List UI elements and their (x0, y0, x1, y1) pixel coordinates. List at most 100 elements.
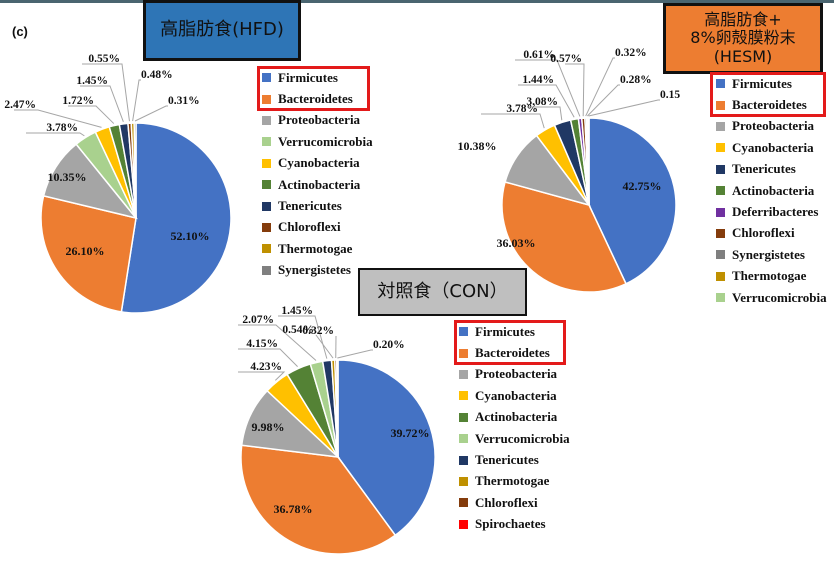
pie-slice-spirochaetes (336, 359, 339, 458)
leader-line (481, 113, 545, 129)
legend-item: Chloroflexi (716, 223, 827, 244)
pie-slice-bacteroidetes (240, 444, 397, 555)
data-label: 2.47% (4, 99, 36, 111)
top-bar (0, 0, 834, 3)
legend-swatch (716, 186, 725, 196)
legend-swatch (262, 137, 271, 147)
data-label: 0.31% (168, 95, 200, 107)
legend-swatch (459, 519, 468, 529)
data-label: 0.57% (550, 53, 582, 65)
legend-item: Chloroflexi (262, 217, 373, 238)
legend-label: Cyanobacteria (475, 387, 557, 403)
legend-label: Tenericutes (732, 161, 796, 177)
legend-item: Firmicutes (716, 73, 827, 94)
leader-line (518, 84, 575, 118)
legend-label: Thermotogae (732, 268, 807, 284)
legend-item: Bacteroidetes (262, 88, 373, 109)
leader-line (238, 324, 317, 361)
legend-item: Synergistetes (716, 244, 827, 265)
legend-swatch (716, 228, 725, 238)
legend-item: Proteobacteria (459, 364, 570, 385)
legend-swatch (459, 476, 468, 486)
legend-label: Chloroflexi (475, 494, 538, 510)
hesm-legend: Firmicutes Bacteroidetes Proteobacteria Cya… (716, 73, 827, 308)
data-label: 0.32% (302, 325, 334, 337)
pie-slice-firmicutes (337, 359, 436, 537)
legend-label: Bacteroidetes (278, 91, 353, 107)
pie-slice-bacteroidetes (501, 181, 627, 293)
legend-swatch (459, 455, 468, 465)
legend-swatch (716, 121, 725, 131)
legend-item: Actinobacteria (716, 180, 827, 201)
legend-swatch (459, 327, 468, 337)
hesm-title-box: 高脂肪食+ 8%卵殻膜粉末 (HESM) (663, 3, 823, 74)
data-label: 42.75% (623, 179, 662, 193)
legend-label: Proteobacteria (475, 366, 558, 382)
legend-label: Firmicutes (732, 75, 792, 91)
legend-swatch (716, 250, 725, 260)
legend-item: Bacteroidetes (459, 342, 570, 363)
legend-swatch (716, 100, 725, 110)
legend-swatch (716, 271, 725, 281)
legend-label: Bacteroidetes (475, 345, 550, 361)
leader-line (515, 59, 581, 117)
legend-swatch (262, 115, 271, 125)
data-label: 3.78% (46, 122, 78, 134)
legend-item: Verrucomicrobia (459, 428, 570, 449)
legend-item: Verrucomicrobia (262, 131, 373, 152)
legend-swatch (716, 164, 725, 174)
legend-swatch (716, 79, 725, 89)
leader-line (14, 109, 102, 128)
legend-label: Thermotogae (278, 240, 353, 256)
legend-item: Thermotogae (262, 238, 373, 259)
data-label: 2.07% (242, 314, 274, 326)
legend-label: Verrucomicrobia (278, 133, 373, 149)
leader-line (238, 371, 286, 381)
legend-label: Cyanobacteria (732, 139, 814, 155)
data-label: 36.78% (274, 502, 313, 516)
data-label: 0.20% (373, 339, 405, 351)
legend-swatch (459, 498, 468, 508)
pie-slice-bacteroidetes (40, 194, 137, 313)
leader-line (587, 84, 620, 117)
hfd-legend: Firmicutes Bacteroidetes Proteobacteria Ver… (262, 67, 373, 281)
data-label: 3.78% (506, 103, 538, 115)
data-label: 4.23% (250, 361, 282, 373)
leader-line (565, 63, 585, 117)
legend-item: Cyanobacteria (459, 385, 570, 406)
legend-swatch (262, 180, 271, 190)
hfd-title-box: 高脂肪食(HFD) (143, 0, 301, 61)
data-label: 0.32% (615, 47, 647, 59)
legend-swatch (262, 244, 271, 254)
data-label: 1.44% (522, 74, 554, 86)
legend-swatch (716, 207, 725, 217)
leader-line (80, 85, 124, 123)
legend-item: Spirochaetes (459, 514, 570, 535)
pie-slice-synergistetes (133, 122, 137, 219)
leader-line (337, 349, 373, 359)
legend-item: Tenericutes (262, 195, 373, 216)
data-label: 36.03% (497, 236, 536, 250)
legend-swatch (459, 348, 468, 358)
con-highlight-box (454, 320, 566, 365)
data-label: 1.72% (62, 95, 94, 107)
leader-line (68, 105, 115, 124)
legend-item: Deferribacteres (716, 201, 827, 222)
legend-swatch (716, 293, 725, 303)
legend-label: Actinobacteria (475, 409, 558, 425)
data-label: 0.48% (141, 69, 173, 81)
legend-item: Synergistetes (262, 260, 373, 281)
data-label: 10.35% (48, 170, 87, 184)
legend-item: Tenericutes (459, 449, 570, 470)
legend-label: Actinobacteria (732, 182, 815, 198)
hesm-highlight-box (710, 72, 826, 117)
con-title-box: 対照食（CON） (358, 268, 527, 316)
legend-item: Cyanobacteria (262, 153, 373, 174)
leader-line (315, 334, 334, 359)
pie-slice-firmicutes (120, 122, 232, 314)
panel-label: (c) (12, 24, 28, 39)
legend-item: Verrucomicrobia (716, 287, 827, 308)
legend-label: Cyanobacteria (278, 155, 360, 171)
legend-label: Chloroflexi (278, 219, 341, 235)
con-pie (240, 359, 436, 555)
